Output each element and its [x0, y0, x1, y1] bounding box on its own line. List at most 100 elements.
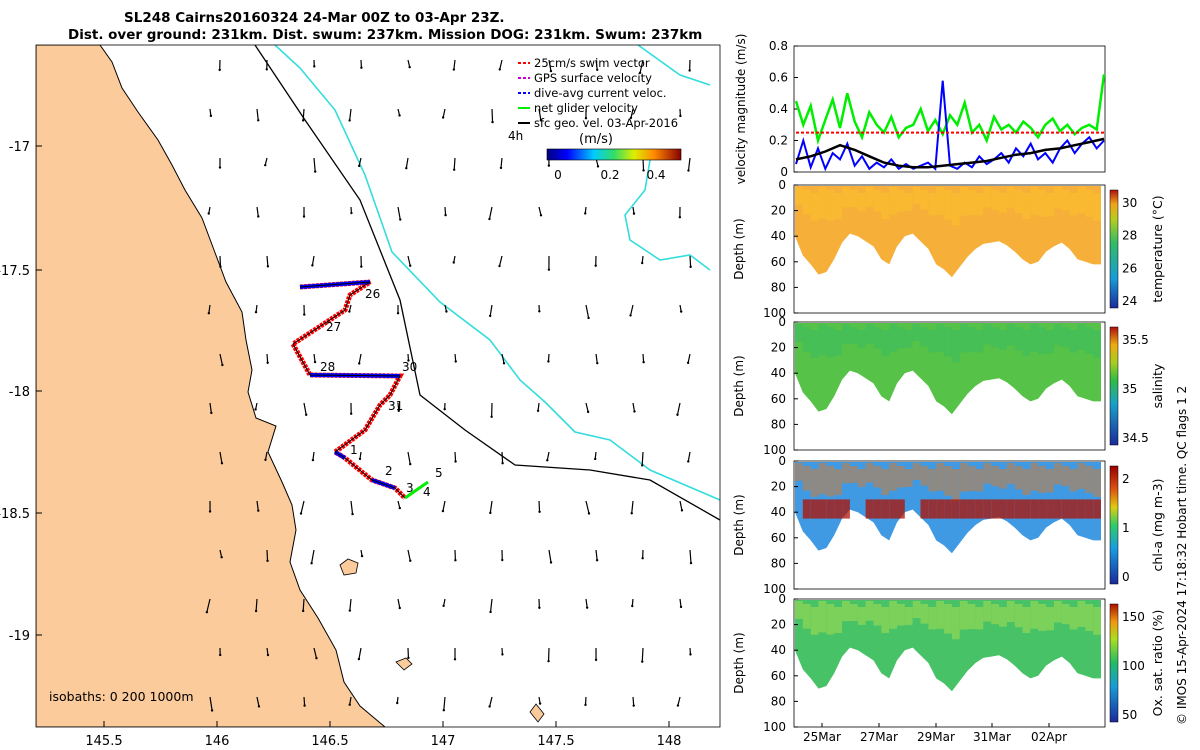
velocity-vector-head: [409, 264, 412, 267]
velocity-vector: [442, 500, 446, 512]
velocity-vector-head: [632, 212, 636, 215]
velocity-vector-head: [689, 265, 692, 269]
velocity-vector: [264, 451, 268, 460]
velocity-vector: [689, 255, 692, 267]
day-label: 1: [350, 443, 358, 457]
velocity-vector-head: [489, 511, 492, 515]
velocity-vector-head: [311, 458, 315, 462]
velocity-vector: [300, 500, 305, 514]
velocity-vector-head: [442, 604, 445, 608]
island-3: [529, 703, 545, 723]
velocity-vector: [407, 451, 411, 465]
velocity-vector-head: [396, 312, 400, 315]
velocity-vector-head: [441, 116, 445, 119]
velocity-vector-head: [218, 68, 221, 72]
velocity-vector: [255, 304, 258, 313]
velocity-vector-head: [538, 510, 541, 513]
velocity-vector: [219, 353, 223, 366]
velocity-vector: [209, 402, 212, 413]
velocity-vector: [546, 451, 550, 461]
velocity-vector: [642, 353, 645, 363]
velocity-vector: [311, 549, 315, 564]
velocity-vector-head: [498, 68, 501, 71]
velocity-vector-head: [499, 166, 503, 170]
chart-title-line1: SL248 Cairns20160324 24-Mar 00Z to 03-Ap…: [124, 10, 505, 26]
velocity-vector-head: [629, 314, 632, 317]
day-label: 31: [388, 399, 403, 413]
velocity-vector-head: [264, 458, 267, 461]
velocity-vector-head: [633, 410, 636, 413]
colorbar-tick: 0.2: [600, 168, 619, 182]
velocity-vector-head: [641, 660, 644, 663]
velocity-vector-head: [442, 708, 446, 712]
velocity-vector-head: [679, 605, 683, 609]
velocity-vector-head: [687, 460, 690, 463]
velocity-vector-head: [257, 705, 261, 708]
velocity-vector-head: [409, 462, 412, 466]
velocity-vector-head: [254, 408, 257, 411]
velocity-vector-head: [360, 554, 364, 558]
day-label: 5: [435, 466, 443, 480]
velocity-vector-head: [547, 360, 550, 363]
velocity-vector: [595, 59, 598, 70]
velocity-vector-head: [584, 117, 588, 120]
map-x-tick-label: 146: [205, 734, 230, 749]
velocity-vector-head: [398, 506, 402, 510]
velocity-vector: [349, 598, 352, 611]
velocity-vector: [689, 549, 692, 564]
velocity-vector-head: [266, 559, 269, 563]
velocity-vector-head: [348, 609, 352, 612]
velocity-vector-head: [350, 211, 353, 215]
day-label: 30: [402, 360, 417, 374]
velocity-vector-head: [207, 311, 211, 315]
velocity-vector-head: [360, 265, 363, 268]
velocity-vector-head: [302, 215, 306, 218]
velocity-vector-head: [586, 410, 590, 414]
velocity-vector-head: [220, 462, 224, 465]
velocity-vector: [208, 304, 211, 314]
velocity-vector-head: [408, 65, 411, 69]
velocity-vector: [302, 598, 305, 611]
velocity-vector-head: [358, 362, 361, 365]
velocity-vector-head: [689, 561, 693, 565]
velocity-vector-head: [266, 265, 270, 268]
velocity-vector: [209, 696, 213, 711]
velocity-vector-head: [407, 656, 410, 660]
velocity-vector: [397, 206, 401, 220]
velocity-vector-head: [549, 561, 553, 564]
velocity-vector-head: [501, 653, 504, 656]
glider-track-black: [292, 281, 406, 499]
day-label: 28: [320, 360, 335, 374]
velocity-vector-head: [587, 512, 591, 515]
velocity-vector-head: [313, 65, 316, 68]
velocity-vector-head: [452, 168, 456, 171]
isobath-200: [254, 45, 720, 521]
velocity-vector-head: [594, 457, 597, 461]
velocity-vector-head: [453, 658, 457, 661]
velocity-vector: [630, 108, 634, 118]
velocity-vector-head: [679, 114, 682, 118]
velocity-vector: [489, 598, 493, 613]
velocity-vector-head: [351, 512, 354, 516]
velocity-vector: [679, 598, 682, 607]
velocity-vector: [585, 402, 589, 413]
velocity-vector-head: [221, 363, 224, 367]
velocity-vector-head: [454, 460, 457, 463]
legend-label: dive-avg current veloc.: [534, 86, 667, 100]
map-x-ticks: 145.5 146 146.5 147 147.5 148: [85, 721, 681, 749]
velocity-vector: [444, 206, 447, 216]
island-2: [395, 657, 413, 671]
map-y-tick-label: -17.5: [0, 264, 30, 279]
legend-label: GPS surface velocity: [534, 71, 652, 85]
velocity-vector-head: [219, 265, 222, 268]
velocity-vector-head: [502, 362, 506, 365]
velocity-vector-head: [584, 703, 587, 707]
velocity-vector: [538, 206, 542, 216]
velocity-vector-head: [538, 310, 541, 313]
velocity-vector-head: [348, 310, 351, 313]
velocity-vector-head: [539, 119, 543, 122]
velocity-vector-head: [348, 703, 351, 706]
velocity-vector: [584, 696, 587, 705]
velocity-vector: [358, 647, 362, 660]
